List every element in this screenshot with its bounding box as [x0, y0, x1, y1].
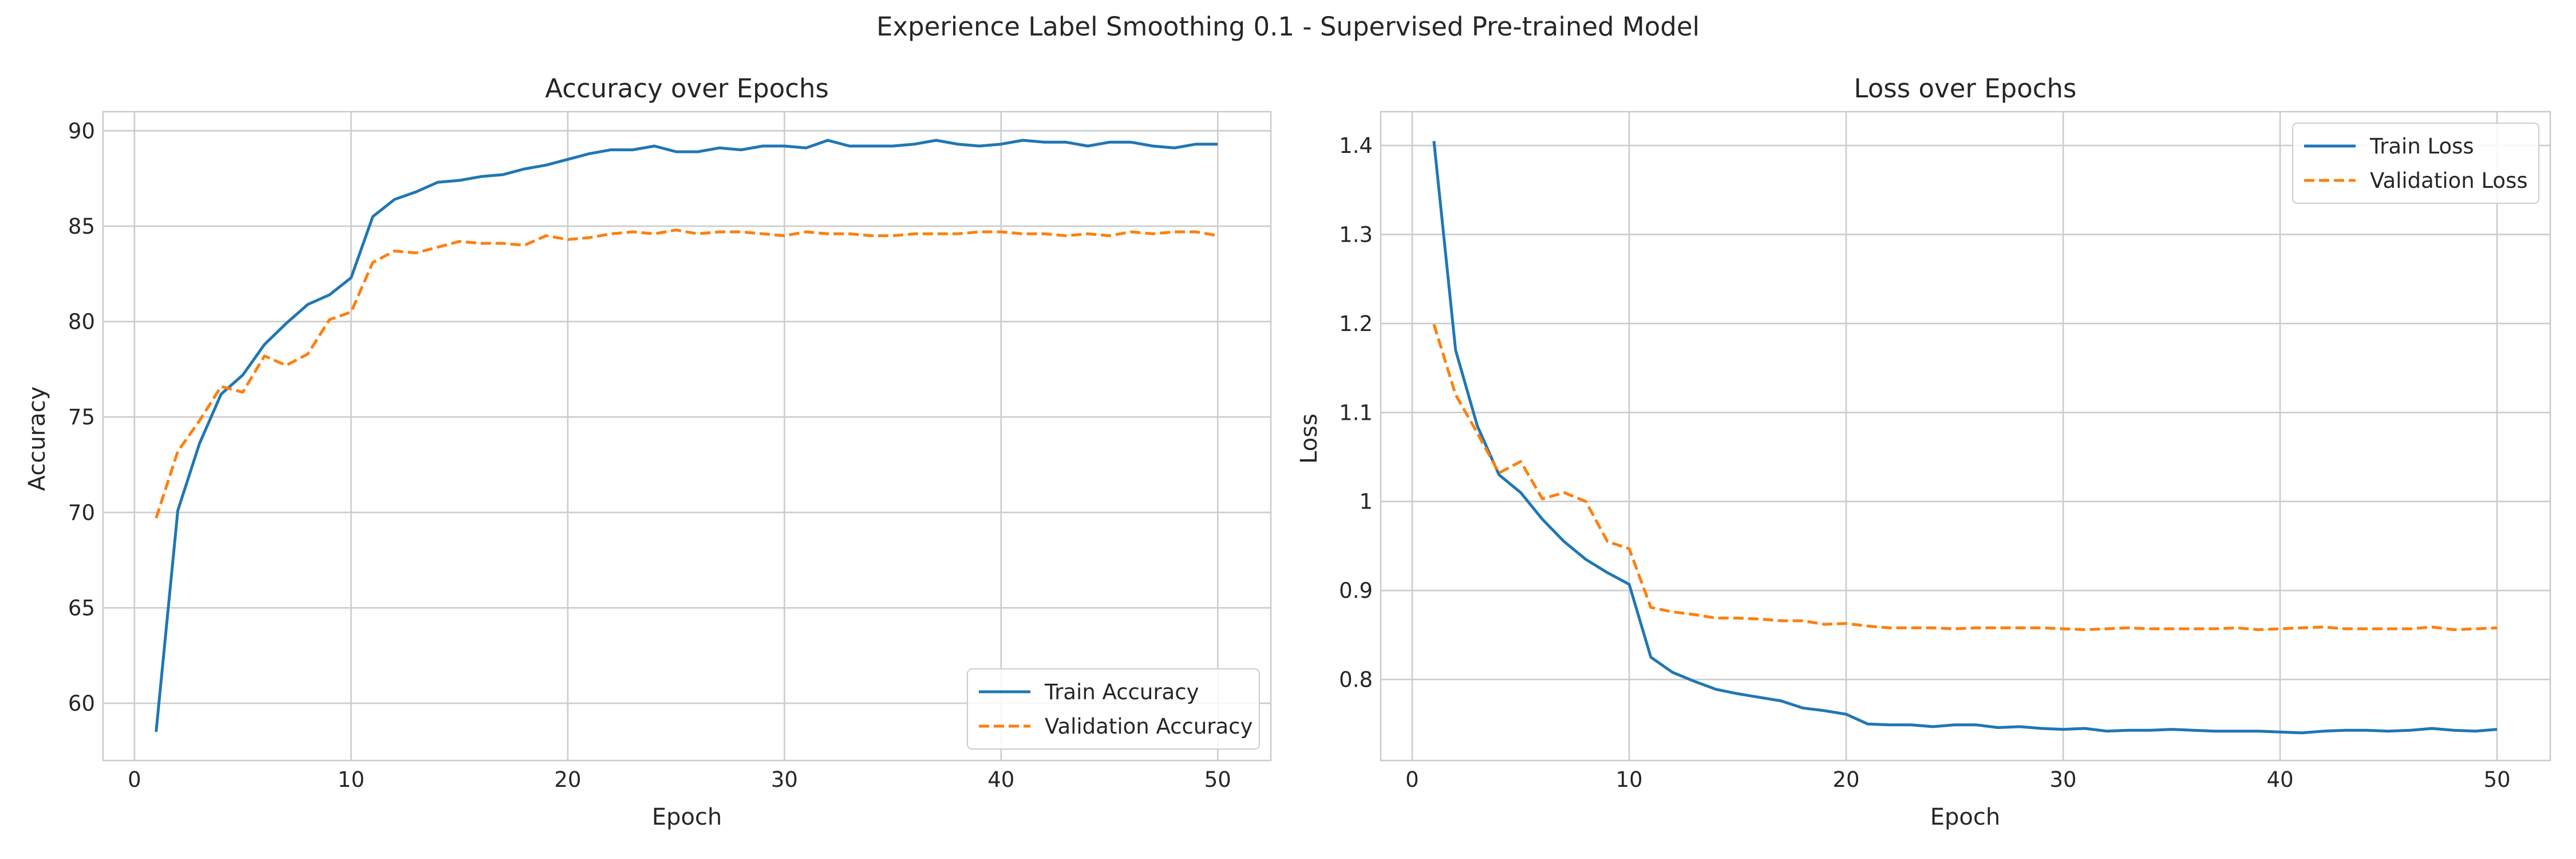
loss-chart-ytick-label: 1.2	[1339, 312, 1373, 336]
loss-chart-frame	[1380, 111, 2551, 762]
accuracy-chart-xtick-label: 30	[771, 767, 798, 792]
accuracy-chart-series-validation-line	[155, 228, 1218, 519]
accuracy-chart-ytick-label: 70	[68, 501, 95, 525]
accuracy-chart-frame	[102, 111, 1272, 762]
accuracy-chart-ytick-label: 90	[68, 119, 95, 143]
accuracy-chart-legend-label: Train Accuracy	[1044, 680, 1199, 704]
loss-chart-series-validation-line	[1432, 324, 2498, 631]
accuracy-chart-xtick-label: 10	[338, 767, 365, 792]
loss-chart-xtick-label: 0	[1405, 767, 1419, 792]
loss-chart-ytick-label: 1	[1359, 490, 1373, 514]
loss-chart-xtick-label: 10	[1615, 767, 1642, 792]
accuracy-chart-ytick-label: 85	[68, 214, 95, 239]
accuracy-chart-legend-label: Validation Accuracy	[1045, 714, 1253, 739]
loss-chart-xlabel: Epoch	[1930, 804, 2000, 830]
loss-chart: Loss over Epochs Epoch Loss 0 10 20 30 40 50 0…	[1296, 73, 2551, 830]
loss-chart-xtick-label: 50	[2484, 767, 2511, 792]
loss-chart-ytick-label: 0.9	[1339, 578, 1373, 603]
loss-chart-xtick-label: 40	[2267, 767, 2294, 792]
accuracy-chart: Accuracy over Epochs Epoch Accuracy 0 10 2…	[24, 73, 1272, 830]
loss-chart-ytick-label: 1.3	[1339, 222, 1373, 247]
accuracy-chart-xtick-label: 20	[554, 767, 581, 792]
accuracy-chart-legend-frame	[967, 668, 1260, 750]
accuracy-chart-series-train-line	[155, 139, 1218, 732]
loss-chart-ylabel: Loss	[1296, 413, 1322, 464]
loss-chart-series-train-line	[1432, 141, 2498, 735]
accuracy-chart-legend: Train Accuracy Validation Accuracy	[967, 668, 1260, 750]
accuracy-chart-ytick-label: 75	[68, 405, 95, 430]
loss-chart-legend-label: Train Loss	[2369, 134, 2474, 159]
loss-chart-ytick-label: 1.1	[1339, 400, 1373, 425]
loss-chart-xtick-label: 20	[1832, 767, 1859, 792]
accuracy-chart-ytick-label: 80	[68, 310, 95, 334]
figure-suptitle: Experience Label Smoothing 0.1 - Supervi…	[876, 11, 1700, 42]
accuracy-chart-title: Accuracy over Epochs	[545, 73, 829, 104]
loss-chart-title: Loss over Epochs	[1854, 73, 2077, 104]
accuracy-chart-xtick-label: 40	[987, 767, 1014, 792]
accuracy-chart-xtick-label: 0	[128, 767, 141, 792]
loss-chart-legend-frame	[2292, 123, 2539, 204]
accuracy-chart-ytick-label: 65	[68, 596, 95, 620]
loss-chart-ytick-label: 1.4	[1339, 133, 1373, 158]
accuracy-chart-ytick-label: 60	[68, 691, 95, 716]
accuracy-chart-ylabel: Accuracy	[24, 387, 50, 491]
accuracy-chart-xtick-label: 50	[1204, 767, 1231, 792]
accuracy-chart-xlabel: Epoch	[652, 804, 722, 830]
loss-chart-legend-label: Validation Loss	[2370, 168, 2528, 193]
loss-chart-ytick-label: 0.8	[1339, 668, 1373, 692]
loss-chart-xtick-label: 30	[2050, 767, 2077, 792]
loss-chart-legend: Train Loss Validation Loss	[2292, 123, 2539, 204]
